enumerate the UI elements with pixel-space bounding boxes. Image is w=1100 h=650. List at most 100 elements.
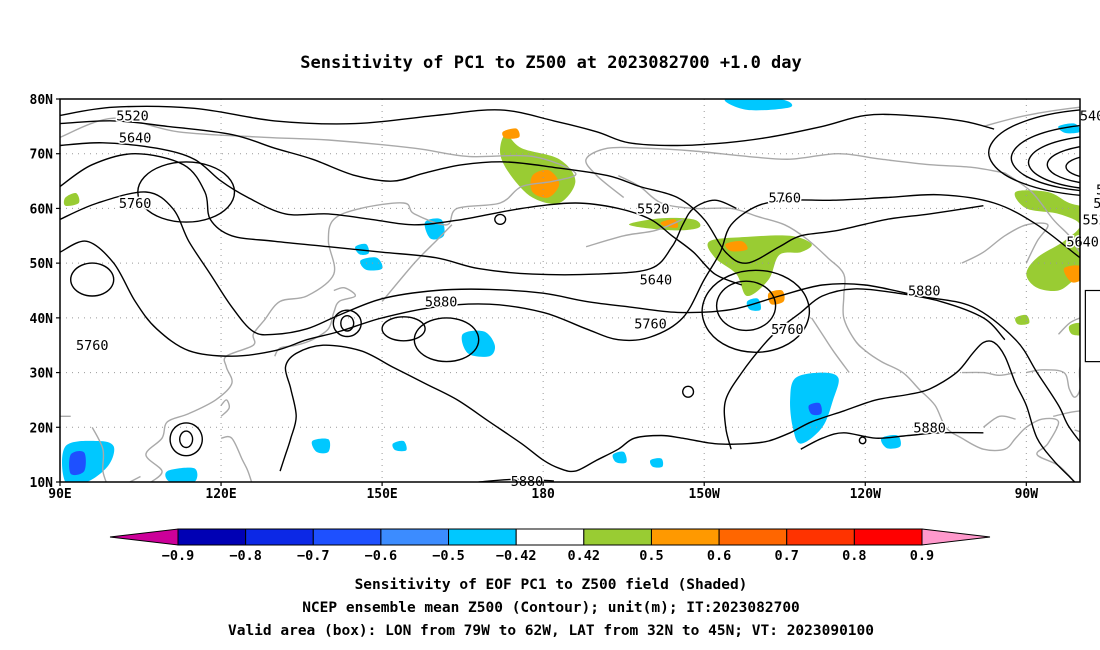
contour-label: 5640 [119, 130, 152, 146]
sensitivity-patch [530, 169, 560, 198]
coastline [585, 146, 1005, 199]
colorbar-swatch [718, 528, 788, 546]
colorbar-swatch [515, 528, 585, 546]
coastline [1053, 410, 1080, 433]
contour-labels: 5520 5640 5760 5760 5880 5520 5640 5760 5760 5760… [74, 107, 1100, 491]
contour-label: 5520 [637, 201, 670, 217]
contour-label: 5880 [425, 294, 458, 310]
z500-contour-ring [340, 314, 355, 332]
sensitivity-patch [724, 99, 793, 111]
z500-contour-ring [681, 385, 695, 398]
sensitivity-patch [649, 458, 664, 468]
colorbar-low-extension [109, 528, 179, 546]
z500-contour-ring [858, 436, 867, 445]
valid-area-rectangle [1084, 289, 1100, 363]
colorbar-swatch [650, 528, 720, 546]
z500-contour-ring [1085, 163, 1100, 176]
longitude-label: 180 [531, 487, 555, 502]
contour-label: 5640 [1066, 234, 1099, 250]
sensitivity-patch [1015, 314, 1030, 325]
contour-label: 5640 [640, 273, 673, 289]
contour-label: 5760 [771, 322, 804, 338]
coastline [248, 493, 259, 504]
z500-contour-line [60, 152, 737, 276]
latitude-axis-labels: 80N 70N 60N 50N 40N 30N 20N 10N [30, 93, 60, 491]
longitude-label: 120W [850, 487, 881, 502]
colorbar-high-extension [921, 528, 991, 546]
z500-contour-ring [1046, 146, 1080, 184]
latitude-label: 50N [30, 257, 54, 272]
map-panel: 5520 5640 5760 5760 5880 5520 5640 5760 5760 5760… [30, 93, 1100, 504]
colorbar-swatch [380, 528, 450, 546]
z500-contour-line [60, 105, 995, 147]
sensitivity-patch [355, 243, 370, 255]
sensitivity-patch [502, 128, 520, 139]
coastline [1026, 364, 1080, 398]
sensitivity-patch [63, 192, 80, 206]
sensitivity-patch [1014, 190, 1080, 292]
longitude-label: 150E [366, 487, 397, 502]
sensitivity-patch [392, 440, 407, 452]
map-frame [59, 98, 1081, 483]
colorbar-swatch [177, 528, 247, 546]
valid-area-box [1084, 289, 1100, 363]
z500-contour-line [478, 478, 554, 482]
z500-contour-ring [1010, 125, 1080, 192]
contour-label: 5880 [913, 420, 946, 436]
contour-label: 5760 [634, 316, 667, 332]
coastline [961, 371, 1016, 377]
sensitivity-patch [311, 438, 331, 454]
caption-valid-area: Valid area (box): LON from 79W to 62W, L… [228, 623, 874, 639]
longitude-label: 90W [1015, 487, 1039, 502]
latitude-label: 30N [30, 367, 54, 382]
contour-label: 5520 [116, 108, 149, 124]
contour-label: 5760 [119, 196, 152, 212]
z500-contour-ring [1065, 156, 1080, 178]
sensitivity-patch [1063, 265, 1080, 283]
latitude-label: 10N [30, 476, 54, 491]
z500-contour-ring [137, 161, 236, 223]
colorbar-label: −0.5 [432, 548, 465, 564]
coastline [982, 415, 1016, 428]
figure-title: Sensitivity of PC1 to Z500 at 2023082700… [300, 53, 802, 73]
z500-contour-ring [701, 269, 811, 354]
sensitivity-patch [1079, 353, 1080, 358]
z500-contour-line [60, 142, 743, 286]
z500-contour-ring [494, 213, 507, 226]
contour-label: 5760 [768, 190, 801, 206]
coastline [220, 435, 253, 482]
colorbar-label: 0.8 [842, 548, 866, 564]
colorbar-label: 0.7 [775, 548, 799, 564]
contour-label: 5880 [908, 284, 941, 300]
sensitivity-patch [660, 219, 679, 228]
colorbar-label: −0.9 [162, 548, 195, 564]
latitude-label: 40N [30, 312, 54, 327]
longitude-axis-labels: 90E120E150E180150W120W90W60W [48, 482, 1039, 502]
colorbar-swatch [245, 528, 314, 546]
colorbar-swatch [786, 528, 855, 546]
colorbar-label: 0.6 [707, 548, 731, 564]
latitude-label: 20N [30, 421, 54, 436]
coastline [91, 426, 107, 482]
coastline [1057, 317, 1080, 335]
colorbar-label: 0.5 [639, 548, 663, 564]
lat-lon-gridlines [60, 99, 1080, 482]
z500-contour-ring [1027, 136, 1080, 189]
z500-contour-ring [169, 422, 204, 457]
colorbar-label: 0.42 [568, 548, 601, 564]
latitude-label: 80N [30, 93, 54, 108]
contour-label: 5280 [1096, 182, 1100, 198]
sensitivity-patch [725, 241, 748, 252]
colorbar-label: −0.7 [297, 548, 330, 564]
z500-contour-line [723, 288, 1006, 450]
longitude-label: 150W [689, 487, 720, 502]
coastline [1004, 172, 1080, 254]
z500-contour-ring [413, 317, 480, 363]
z500-contour-line [60, 191, 1080, 443]
sensitivity-patch [1068, 322, 1080, 336]
caption-contour: NCEP ensemble mean Z500 (Contour); unit(… [302, 600, 800, 616]
colorbar-swatch [312, 528, 382, 546]
sensitivity-patch [360, 257, 383, 271]
coastline [617, 174, 1076, 482]
